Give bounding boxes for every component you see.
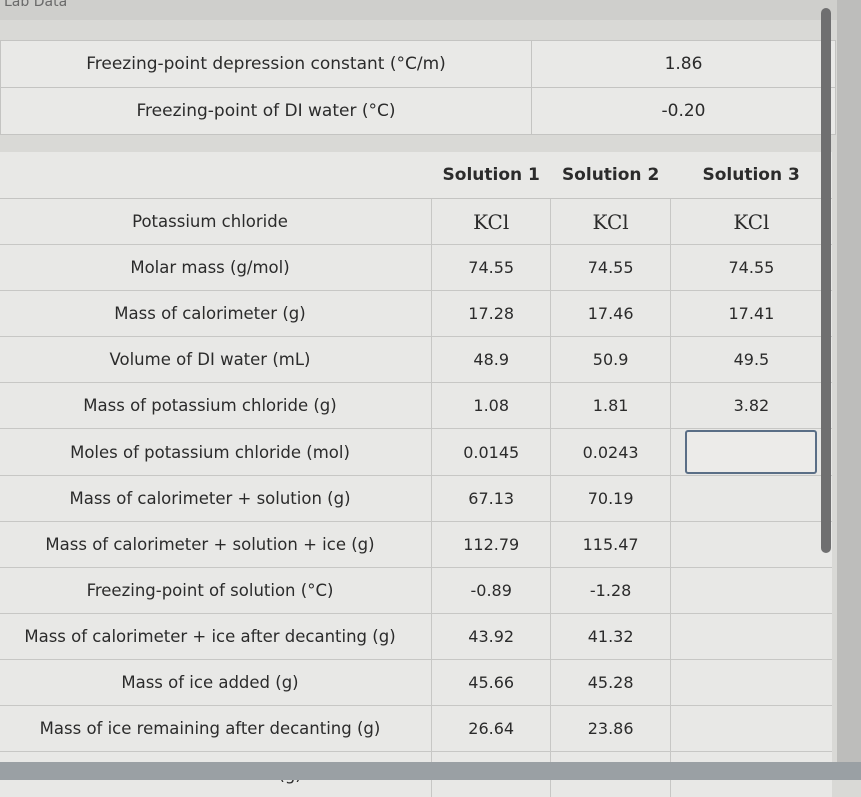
data-cell (670, 614, 832, 660)
data-cell: 26.64 (432, 706, 551, 752)
table-row: Mass of calorimeter + solution + ice (g)… (0, 522, 832, 568)
table-row: Freezing-point of DI water (°C) -0.20 (1, 88, 836, 135)
data-cell: 112.79 (432, 522, 551, 568)
header-row: Solution 1 Solution 2 Solution 3 (0, 152, 832, 199)
row-label-text: Mass of calorimeter (g) (1, 304, 419, 323)
row-label: Volume of DI water (mL) (0, 337, 432, 383)
lab-data-table: Solution 1 Solution 2 Solution 3 Potassi… (0, 152, 832, 797)
data-cell: 43.92 (432, 614, 551, 660)
data-cell: 70.19 (551, 476, 670, 522)
row-label-text: Volume of DI water (mL) (1, 350, 419, 369)
row-label: Moles of potassium chloride (mol) (0, 429, 432, 476)
row-label-text: Mass of ice remaining after decanting (g… (1, 719, 419, 738)
row-label-text: Mass of calorimeter + ice after decantin… (1, 627, 419, 646)
row-label: Freezing-point of solution (°C) (0, 568, 432, 614)
data-cell: 115.47 (551, 522, 670, 568)
row-label: Mass of calorimeter + solution (g) (0, 476, 432, 522)
table-row: Freezing-point depression constant (°C/m… (1, 41, 836, 88)
constant-value: -0.20 (532, 88, 836, 135)
data-cell: 0.0145 (432, 429, 551, 476)
data-cell: 3.82 (670, 383, 832, 429)
data-cell: 74.55 (670, 245, 832, 291)
column-header-solution-3: Solution 3 (670, 152, 832, 199)
data-cell (670, 660, 832, 706)
row-label: Mass of potassium chloride (g) (0, 383, 432, 429)
data-cell: 45.28 (551, 660, 670, 706)
row-label: Mass of calorimeter (g) (0, 291, 432, 337)
constant-label: Freezing-point of DI water (°C) (1, 88, 532, 135)
constant-value: 1.86 (532, 41, 836, 88)
table-row: Freezing-point of solution (°C) -0.89-1.2… (0, 568, 832, 614)
data-cell: 67.13 (432, 476, 551, 522)
row-label-text: Freezing-point of solution (°C) (1, 581, 419, 600)
data-cell: 74.55 (551, 245, 670, 291)
data-cell: 45.66 (432, 660, 551, 706)
data-cell: 17.28 (432, 291, 551, 337)
row-label-text: Mass of potassium chloride (g) (1, 396, 419, 415)
data-cell (670, 522, 832, 568)
row-label: Mass of calorimeter + solution + ice (g) (0, 522, 432, 568)
scrollbar-thumb[interactable] (821, 8, 831, 553)
bottom-bar (0, 762, 861, 780)
constant-label: Freezing-point depression constant (°C/m… (1, 41, 532, 88)
row-label-text: Moles of potassium chloride (mol) (1, 443, 419, 462)
data-cell: -0.89 (432, 568, 551, 614)
row-label: Mass of ice remaining after decanting (g… (0, 706, 432, 752)
data-cell: 17.46 (551, 291, 670, 337)
data-cell: 49.5 (670, 337, 832, 383)
data-cell: KCl (432, 199, 551, 245)
row-label-text: Potassium chloride (1, 212, 419, 231)
page-header: Lab Data (0, 0, 861, 20)
column-header-solution-2: Solution 2 (551, 152, 670, 199)
column-header-solution-1: Solution 1 (432, 152, 551, 199)
row-label: Mass of calorimeter + ice after decantin… (0, 614, 432, 660)
data-cell: 0.0243 (551, 429, 670, 476)
data-cell: -1.28 (551, 568, 670, 614)
row-label-text: Mass of ice added (g) (1, 673, 419, 692)
row-label-text: Mass of calorimeter + solution (g) (1, 489, 419, 508)
data-cell: 41.32 (551, 614, 670, 660)
moles-input-box[interactable] (685, 430, 817, 474)
data-cell (670, 476, 832, 522)
constants-table: Freezing-point depression constant (°C/m… (0, 40, 836, 135)
data-cell: KCl (670, 199, 832, 245)
section-title: Lab Data (4, 0, 67, 10)
data-cell: 50.9 (551, 337, 670, 383)
data-cell: 17.41 (670, 291, 832, 337)
row-label-text: Molar mass (g/mol) (1, 258, 419, 277)
data-cell (670, 706, 832, 752)
data-cell: 1.81 (551, 383, 670, 429)
row-label: Molar mass (g/mol) (0, 245, 432, 291)
data-cell: 48.9 (432, 337, 551, 383)
empty-header (0, 152, 432, 199)
data-cell: 23.86 (551, 706, 670, 752)
row-label: Mass of ice added (g) (0, 660, 432, 706)
data-cell: 74.55 (432, 245, 551, 291)
table-row: Mass of ice remaining after decanting (g… (0, 706, 832, 752)
data-cell[interactable] (670, 429, 832, 476)
data-cell (670, 568, 832, 614)
scrollbar-track[interactable] (837, 0, 861, 780)
row-label: Potassium chloride (0, 199, 432, 245)
data-cell: KCl (551, 199, 670, 245)
data-cell: 1.08 (432, 383, 551, 429)
table-row: Mass of calorimeter + ice after decantin… (0, 614, 832, 660)
row-label-text: Mass of calorimeter + solution + ice (g) (1, 535, 419, 554)
